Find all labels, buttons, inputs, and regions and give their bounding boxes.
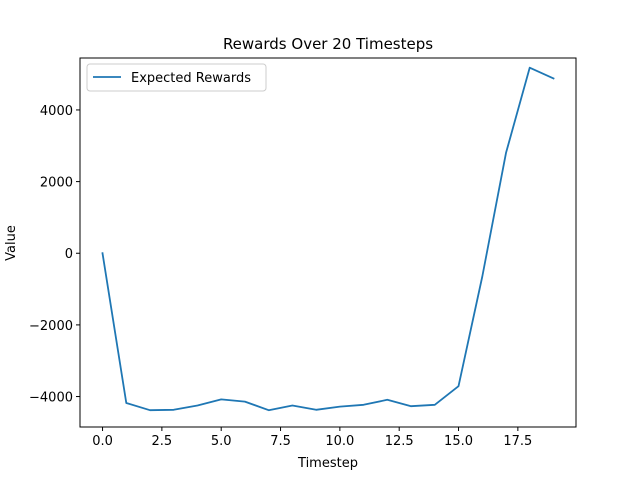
y-tick-label: 0	[65, 247, 73, 262]
legend-box	[86, 63, 267, 92]
x-tick-label: 7.5	[270, 434, 291, 449]
x-tick-label: 5.0	[211, 434, 232, 449]
x-tick-label: 10.0	[325, 434, 354, 449]
x-tick-label: 17.5	[503, 434, 532, 449]
chart-title: Rewards Over 20 Timesteps	[223, 35, 433, 53]
y-tick-label: −2000	[29, 319, 73, 334]
x-axis-title: Timestep	[297, 456, 358, 471]
y-tick-label: −4000	[29, 391, 73, 406]
legend-label: Expected Rewards	[131, 71, 251, 86]
x-tick-label: 0.0	[92, 434, 113, 449]
x-tick-label: 15.0	[444, 434, 473, 449]
axes: 0.0 2.5 5.0 7.5 10.0 12.5 15.0 17.5 −4000 −2000 0 2…	[29, 57, 577, 449]
legend: Expected Rewards	[86, 63, 267, 92]
y-tick-label: 4000	[40, 104, 73, 119]
plot-frame	[79, 57, 577, 428]
y-tick-label: 2000	[40, 176, 73, 191]
x-tick-label: 12.5	[385, 434, 414, 449]
series-line-0	[101, 66, 555, 412]
plot-area	[101, 66, 555, 412]
y-axis-title: Value	[4, 225, 19, 261]
x-tick-label: 2.5	[152, 434, 173, 449]
